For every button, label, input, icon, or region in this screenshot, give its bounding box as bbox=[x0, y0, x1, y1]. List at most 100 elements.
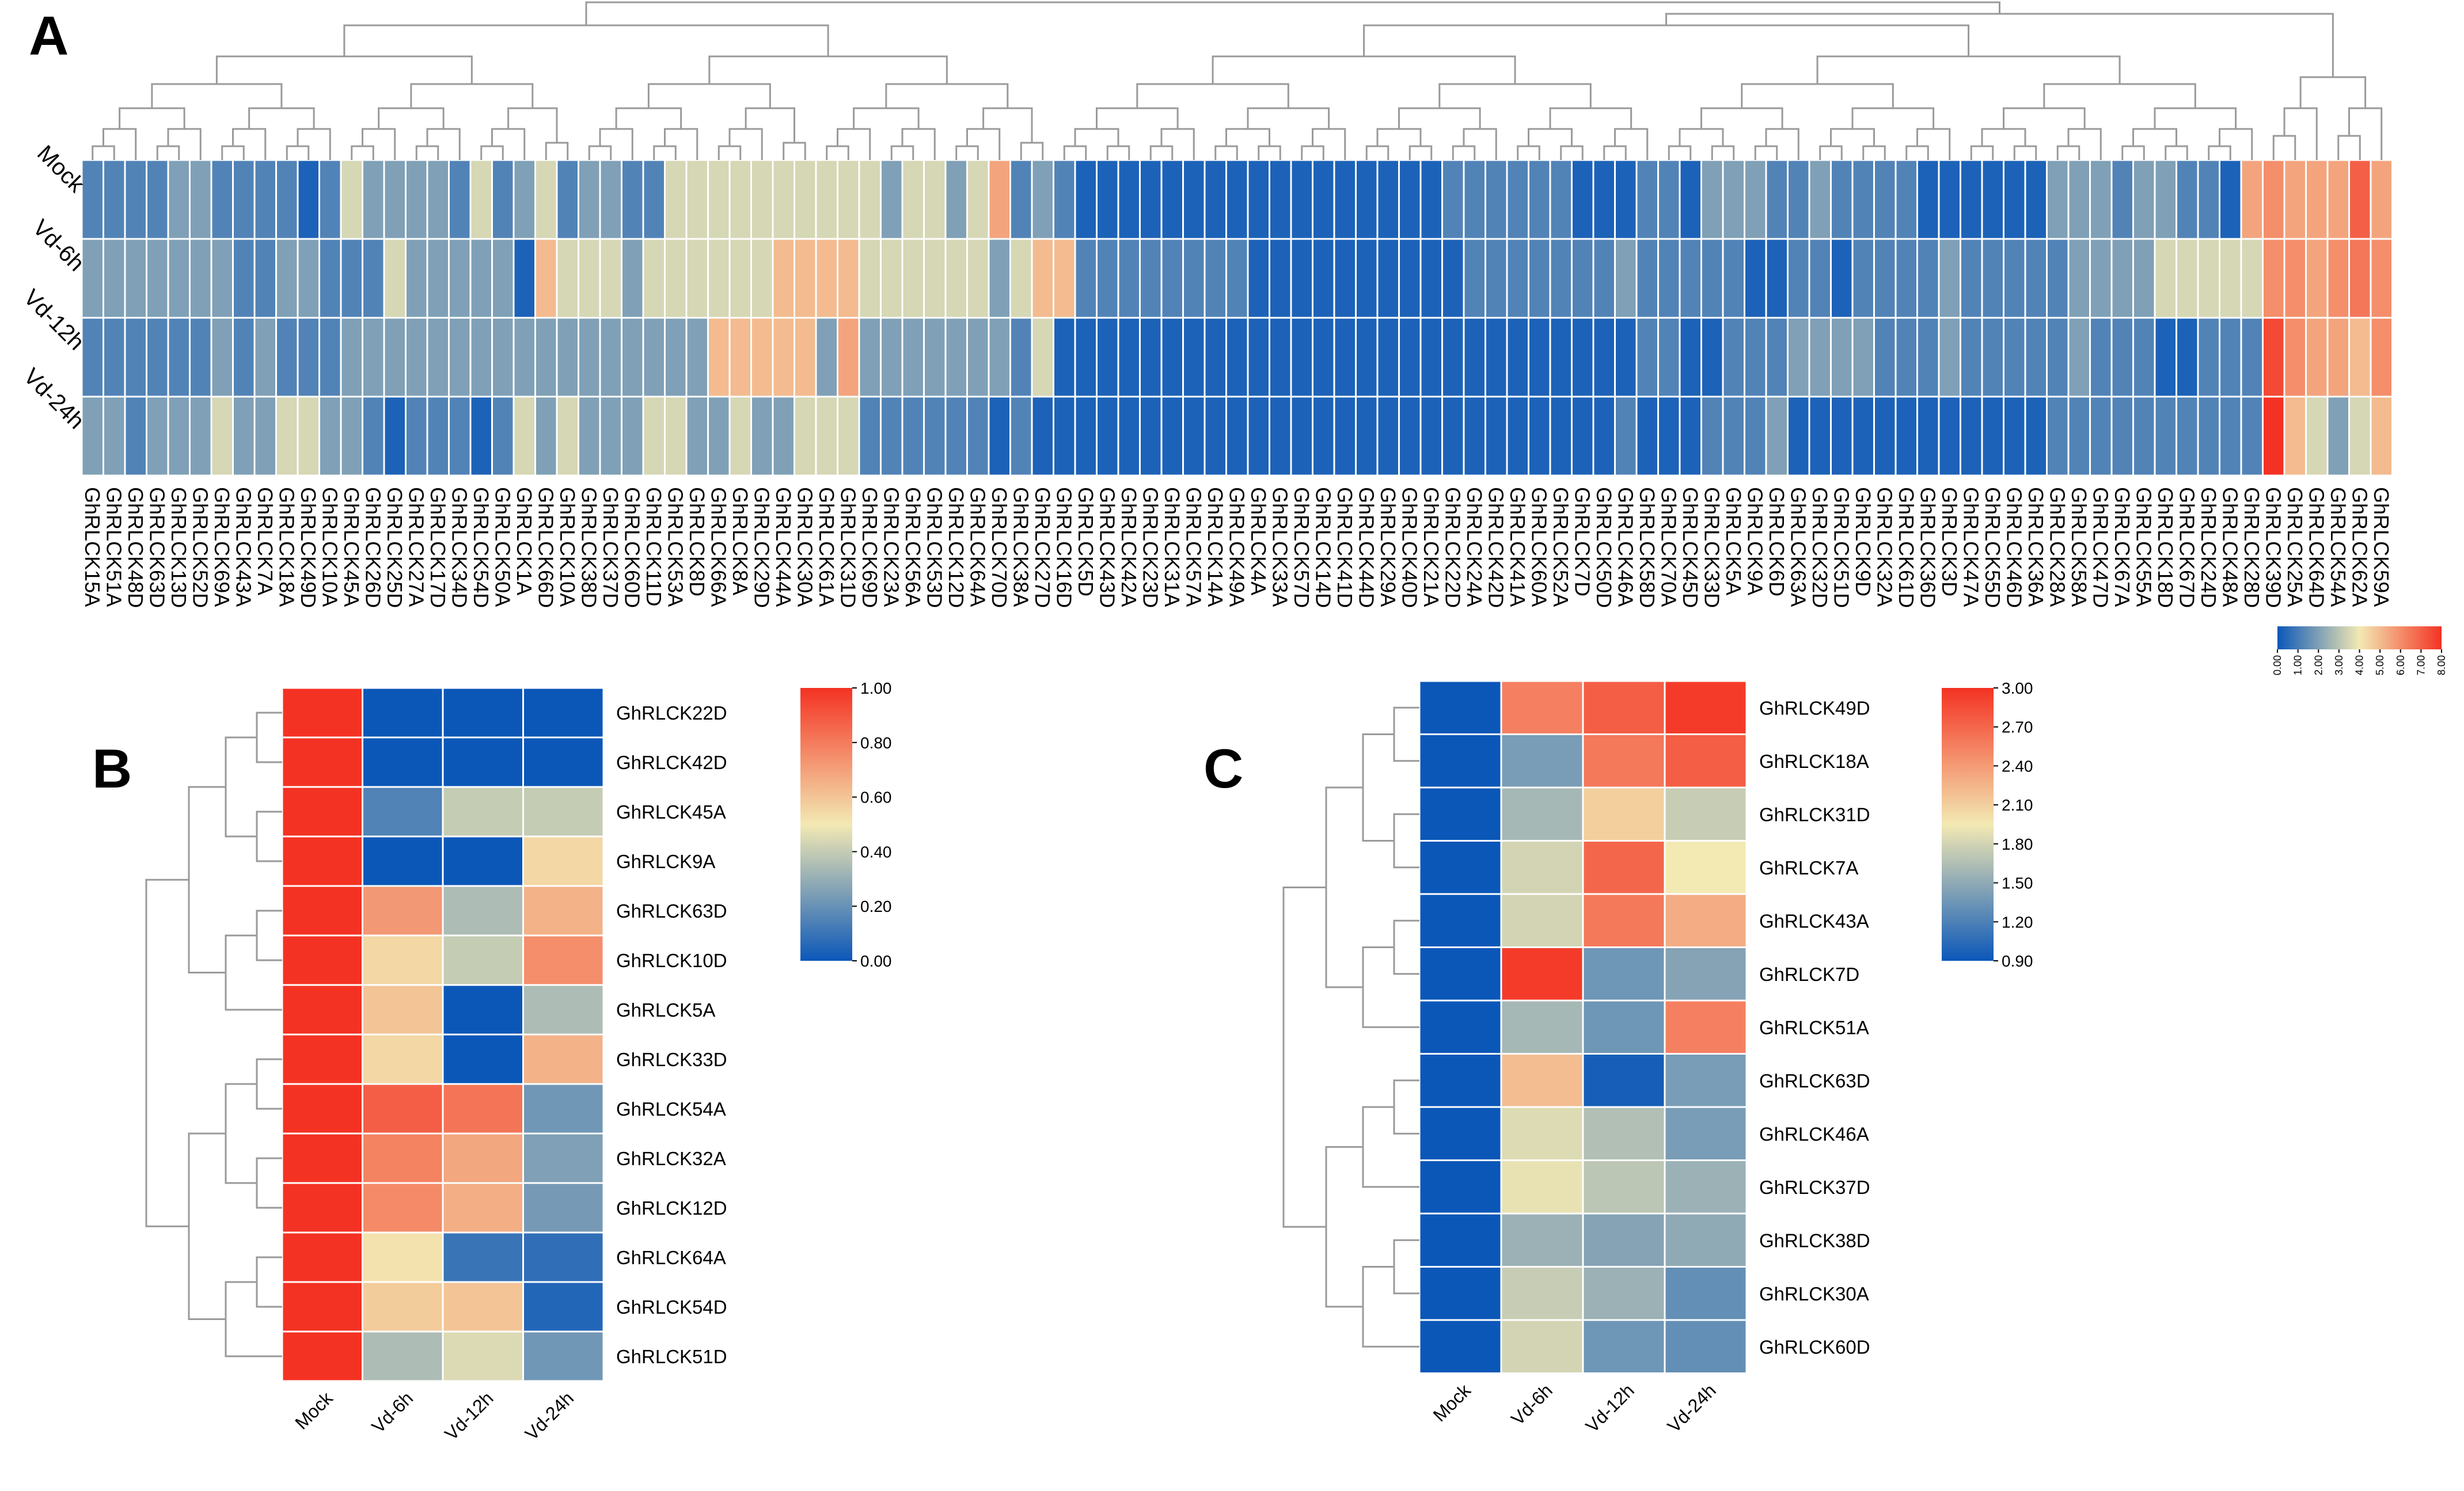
heatmap-a-cell bbox=[297, 395, 320, 477]
heatmap-a-cell bbox=[1722, 395, 1745, 477]
colorbar-tick-label: 8.00 bbox=[2436, 655, 2447, 675]
heatmap-a-col-label: GhRLCK3D bbox=[1938, 487, 1961, 596]
heatmap-a-cell bbox=[2219, 238, 2242, 319]
heatmap-a-cell bbox=[794, 159, 817, 240]
heatmap-b-cell bbox=[281, 1132, 363, 1184]
heatmap-a-cell bbox=[1765, 159, 1789, 240]
heatmap-c-cell bbox=[1664, 893, 1748, 948]
heatmap-a-cell bbox=[1182, 395, 1206, 477]
heatmap-a-cell bbox=[1960, 317, 1983, 398]
heatmap-a-cell bbox=[1635, 395, 1659, 477]
heatmap-a-col-label: GhRLCK15A bbox=[81, 487, 104, 607]
heatmap-a-cell bbox=[253, 159, 277, 240]
heatmap-c-cell bbox=[1582, 893, 1666, 948]
colorbar-tick-label: 1.20 bbox=[2002, 913, 2033, 931]
heatmap-a-cell bbox=[1657, 395, 1681, 477]
colorbar-tick-label: 1.00 bbox=[2292, 655, 2304, 675]
heatmap-a-cell bbox=[275, 395, 299, 477]
heatmap-a-cell bbox=[102, 317, 126, 398]
heatmap-a-cell bbox=[1592, 317, 1616, 398]
heatmap-a-cell bbox=[167, 395, 191, 477]
heatmap-a-cell bbox=[1247, 317, 1270, 398]
heatmap-c-cell bbox=[1582, 1159, 1666, 1215]
heatmap-a-cell bbox=[966, 395, 990, 477]
heatmap-a-cell bbox=[621, 395, 644, 477]
heatmap-a-cell bbox=[858, 317, 882, 398]
heatmap-a-col-label: GhRLCK59A bbox=[2370, 487, 2393, 607]
heatmap-b-cell bbox=[281, 984, 363, 1036]
heatmap-a-cell bbox=[1247, 238, 1270, 319]
heatmap-a-cell bbox=[1916, 159, 1940, 240]
heatmap-b-cell bbox=[281, 1083, 363, 1135]
heatmap-c-cell bbox=[1582, 680, 1666, 735]
heatmap-a-cell bbox=[578, 395, 601, 477]
heatmap-c-cell bbox=[1500, 999, 1584, 1055]
heatmap-a-cell bbox=[1333, 317, 1357, 398]
heatmap-a-cell bbox=[1312, 159, 1335, 240]
heatmap-a-cell bbox=[1894, 238, 1918, 319]
heatmap-b-cell bbox=[522, 1231, 605, 1283]
heatmap-a-cell bbox=[1398, 159, 1422, 240]
heatmap-b-cell bbox=[442, 885, 524, 937]
heatmap-a-cell bbox=[491, 159, 515, 240]
heatmap-a-cell bbox=[1808, 159, 1832, 240]
heatmap-a-cell bbox=[2003, 317, 2026, 398]
heatmap-a-cell bbox=[210, 159, 234, 240]
heatmap-a-cell bbox=[1139, 159, 1163, 240]
heatmap-a-cell bbox=[469, 395, 493, 477]
heatmap-a-cell bbox=[2176, 317, 2199, 398]
heatmap-a-cell bbox=[556, 317, 579, 398]
heatmap-a-cell bbox=[750, 159, 774, 240]
heatmap-a-cell bbox=[578, 159, 601, 240]
heatmap-a-cell bbox=[210, 238, 234, 319]
heatmap-a-col-label: GhRLCK53D bbox=[922, 487, 946, 608]
heatmap-a-cell bbox=[664, 238, 688, 319]
heatmap-a-col-label: GhRLCK30A bbox=[793, 487, 817, 607]
heatmap-a-cell bbox=[1679, 395, 1702, 477]
heatmap-a-cell bbox=[1592, 238, 1616, 319]
heatmap-a-cell bbox=[1355, 238, 1379, 319]
heatmap-a-cell bbox=[599, 238, 622, 319]
heatmap-c-cell bbox=[1664, 786, 1748, 842]
heatmap-b-cell bbox=[281, 736, 363, 788]
heatmap-a-cell bbox=[1700, 395, 1724, 477]
heatmap-b-col-label: Vd-12h bbox=[441, 1387, 497, 1444]
heatmap-a-cell bbox=[189, 238, 212, 319]
heatmap-a-cell bbox=[1851, 395, 1875, 477]
heatmap-a-cell bbox=[469, 238, 493, 319]
heatmap-a-cell bbox=[1139, 238, 1163, 319]
heatmap-a-cell bbox=[1938, 317, 1961, 398]
heatmap-a-cell bbox=[2003, 159, 2026, 240]
heatmap-c-cell bbox=[1582, 1266, 1666, 1321]
heatmap-a-col-label: GhRLCK69D bbox=[858, 487, 882, 608]
heatmap-a-col-label: GhRLCK7D bbox=[1570, 487, 1594, 596]
heatmap-a-cell bbox=[1290, 238, 1313, 319]
heatmap-a-cell bbox=[512, 238, 536, 319]
heatmap-a-col-label: GhRLCK60D bbox=[620, 487, 644, 608]
heatmap-b-cell bbox=[442, 786, 524, 838]
heatmap-a-cell bbox=[2176, 159, 2199, 240]
heatmap-a-cell bbox=[297, 238, 320, 319]
colorbar-tick-label: 2.70 bbox=[2002, 718, 2033, 736]
heatmap-a-cell bbox=[1031, 395, 1054, 477]
heatmap-c-cell bbox=[1500, 840, 1584, 895]
heatmap-a-cell bbox=[1938, 395, 1961, 477]
heatmap-a-col-label: GhRLCK31A bbox=[1160, 487, 1184, 607]
heatmap-a-cell bbox=[880, 159, 903, 240]
heatmap-a-cell bbox=[1074, 317, 1098, 398]
colorbar-tick-label: 0.80 bbox=[860, 734, 892, 752]
heatmap-a-col-label: GhRLCK66A bbox=[707, 487, 730, 607]
heatmap-a-cell bbox=[1269, 395, 1292, 477]
heatmap-a-col-label: GhRLCK41A bbox=[1506, 487, 1529, 607]
heatmap-a-cell bbox=[1506, 317, 1529, 398]
heatmap-a-cell bbox=[383, 395, 407, 477]
heatmap-a-cell bbox=[1549, 159, 1573, 240]
heatmap-a-cell bbox=[2305, 395, 2329, 477]
heatmap-a-cell bbox=[966, 317, 990, 398]
heatmap-a-cell bbox=[383, 159, 407, 240]
heatmap-a-cell bbox=[1830, 238, 1854, 319]
heatmap-b-row-label: GhRLCK32A bbox=[616, 1148, 726, 1169]
heatmap-a-cell bbox=[2024, 159, 2048, 240]
heatmap-a-cell bbox=[405, 395, 428, 477]
heatmap-a-cell bbox=[448, 159, 472, 240]
